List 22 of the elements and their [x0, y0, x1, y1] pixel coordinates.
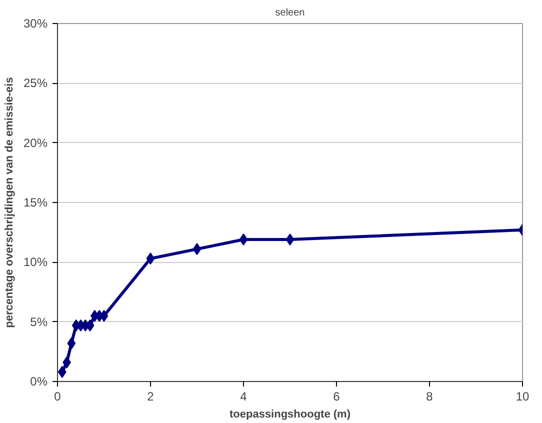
x-tick-label: 6	[333, 390, 340, 404]
point	[146, 252, 155, 265]
chart-title: seleen	[275, 8, 305, 18]
x-tick-label: 2	[147, 390, 154, 404]
point	[239, 233, 248, 246]
x-axis-title: toepassingshoogte (m)	[229, 408, 351, 420]
y-tick-label: 20%	[23, 136, 48, 150]
x-tick-label: 0	[54, 390, 62, 404]
point	[58, 366, 66, 378]
y-tick-label: 0%	[30, 374, 48, 388]
y-axis-title: percentage overschrijdingen van de emissie-eis	[3, 77, 16, 328]
point	[286, 233, 294, 246]
x-tick-label: 8	[426, 390, 434, 404]
y-tick-label: 30%	[23, 16, 48, 30]
y-tick-label: 25%	[23, 76, 48, 90]
x-tick-label: 10	[516, 390, 530, 404]
point	[67, 337, 76, 350]
y-tick-label: 5%	[30, 314, 48, 329]
y-tick-label: 10%	[23, 255, 48, 270]
y-tick-label: 15%	[23, 196, 48, 210]
point	[192, 243, 202, 256]
x-tick-label: 4	[240, 390, 248, 404]
